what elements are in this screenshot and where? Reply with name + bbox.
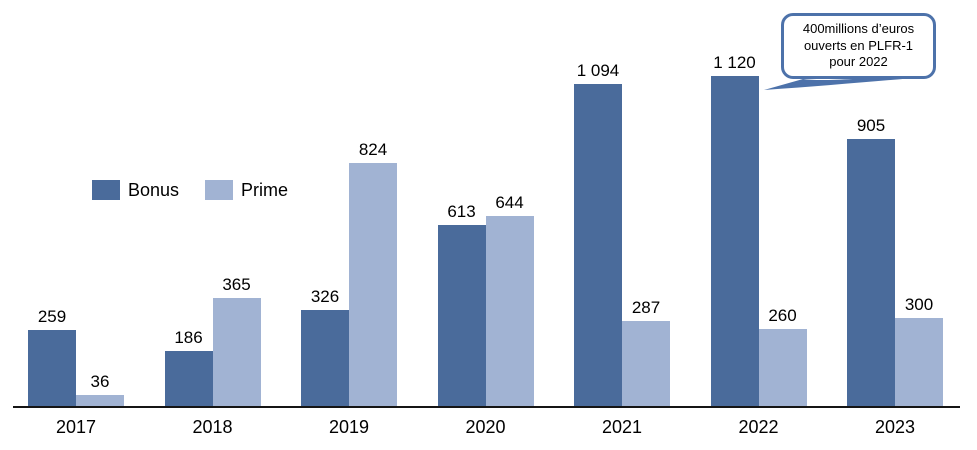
- bar-group-2020: 613 644 2020: [437, 0, 534, 436]
- bar-column-bonus-2022: 1 120: [710, 0, 759, 406]
- value-label-bonus-2019: 326: [310, 287, 340, 306]
- bar-prime-2017: [76, 395, 124, 406]
- bar-prime-2019: [349, 163, 397, 406]
- value-label-bonus-2022: 1 120: [713, 53, 756, 72]
- bar-prime-2020: [485, 216, 534, 406]
- bar-bonus-2021: [574, 84, 622, 406]
- bar-column-bonus-2020: 613: [437, 0, 486, 406]
- bar-bonus-2019: [301, 310, 349, 406]
- bar-prime-2021: [622, 321, 670, 406]
- bar-column-bonus-2023: 905: [847, 0, 895, 406]
- bar-group-2023: 905 300 2023: [847, 0, 943, 436]
- callout-bubble: 400millions d’euros ouverts en PLFR-1 po…: [781, 13, 936, 79]
- bar-prime-2022: [758, 329, 807, 406]
- bar-bonus-2022: [710, 76, 759, 406]
- axis-label-2019: 2019: [328, 417, 370, 437]
- bar-bonus-2017: [28, 330, 76, 406]
- bar-column-bonus-2018: 186: [164, 0, 213, 406]
- value-label-prime-2018: 365: [222, 275, 251, 294]
- legend-item-prime: Prime: [205, 180, 288, 200]
- axis-label-2018: 2018: [192, 417, 233, 437]
- value-label-prime-2017: 36: [90, 372, 110, 391]
- value-label-prime-2020: 644: [495, 193, 524, 212]
- bar-prime-2023: [895, 318, 943, 406]
- value-label-bonus-2020: 613: [447, 202, 476, 221]
- axis-label-2020: 2020: [465, 417, 506, 437]
- bar-prime-2018: [212, 298, 261, 406]
- legend-label-prime: Prime: [241, 180, 289, 200]
- axis-label-2022: 2022: [738, 417, 779, 437]
- bar-column-prime-2023: 300: [895, 0, 943, 406]
- bar-group-2022: 1 120 260 2022: [710, 0, 807, 436]
- bar-column-bonus-2019: 326: [301, 0, 349, 406]
- bar-bonus-2018: [164, 351, 213, 406]
- callout-text-line: 400millions d’euros: [802, 20, 915, 36]
- value-label-prime-2023: 300: [904, 295, 934, 314]
- value-label-prime-2022: 260: [768, 306, 797, 325]
- bar-bonus-2023: [847, 139, 895, 406]
- value-label-prime-2019: 824: [358, 140, 388, 159]
- bar-group-2019: 326 824 2019: [301, 0, 397, 436]
- legend-label-bonus: Bonus: [128, 180, 180, 200]
- axis-label-2017: 2017: [55, 417, 97, 437]
- bar-column-prime-2022: 260: [758, 0, 807, 406]
- axis-label-2021: 2021: [601, 417, 643, 437]
- bar-column-prime-2019: 824: [349, 0, 397, 406]
- value-label-bonus-2021: 1 094: [576, 61, 620, 80]
- bar-group-2021: 1 094 287 2021: [574, 0, 670, 436]
- legend-item-bonus: Bonus: [92, 180, 179, 200]
- legend: Bonus Prime: [92, 180, 288, 200]
- value-label-bonus-2017: 259: [37, 307, 67, 326]
- legend-swatch-bonus: [92, 180, 120, 200]
- callout-text-line: pour 2022: [829, 54, 888, 70]
- value-label-bonus-2023: 905: [856, 116, 886, 135]
- bar-bonus-2020: [437, 225, 486, 406]
- bar-group-2018: 186 365 2018: [164, 0, 261, 436]
- bar-group-2017: 259 36 2017: [28, 0, 124, 436]
- axis-label-2023: 2023: [874, 417, 916, 437]
- plot-area: 259 36 2017 186 365 2018 326 824 2019 613 644 2020 1…: [28, 0, 943, 436]
- callout-text-line: ouverts en PLFR-1: [803, 37, 914, 53]
- value-label-prime-2021: 287: [631, 298, 661, 317]
- bar-column-prime-2018: 365: [212, 0, 261, 406]
- legend-swatch-prime: [205, 180, 234, 200]
- value-label-bonus-2018: 186: [174, 328, 203, 347]
- x-axis-line: [13, 406, 960, 408]
- bar-column-prime-2020: 644: [485, 0, 534, 406]
- bar-column-bonus-2021: 1 094: [574, 0, 622, 406]
- bar-column-bonus-2017: 259: [28, 0, 76, 406]
- bar-column-prime-2021: 287: [622, 0, 670, 406]
- bar-column-prime-2017: 36: [76, 0, 124, 406]
